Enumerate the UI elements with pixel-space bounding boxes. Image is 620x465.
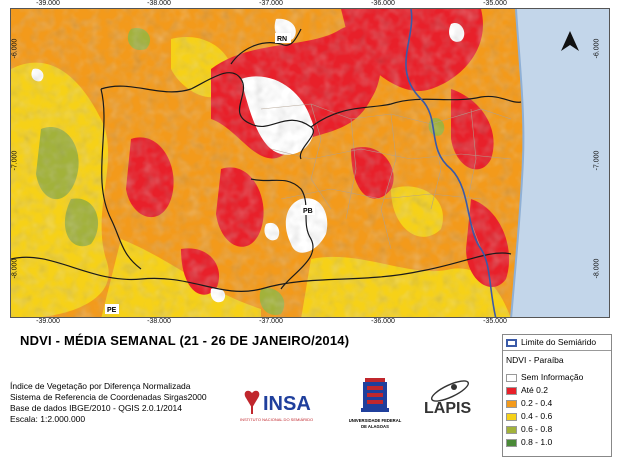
legend-item: Até 0.2 — [506, 385, 548, 396]
insa-logo: INSA INSTITUTO NACIONAL DO SEMIÁRIDO — [240, 384, 325, 424]
lapis-logo-text: LAPIS — [424, 400, 471, 417]
legend-swatch-semiarid — [506, 338, 517, 347]
state-boundaries — [11, 28, 522, 292]
state-label-bg — [301, 205, 315, 215]
lon-tick-top: -37.000 — [259, 0, 283, 7]
lat-tick-left: -7.000 — [11, 150, 19, 171]
lat-tick-left: -6.000 — [11, 38, 19, 59]
state-label-rn: RN — [277, 36, 287, 43]
lon-tick-top: -39.000 — [36, 0, 60, 7]
state-label-bg — [275, 33, 291, 43]
legend-layer-title: NDVI - Paraíba — [506, 355, 564, 365]
lat-tick-right: -8.000 — [593, 258, 601, 279]
legend-item: 0.8 - 1.0 — [506, 437, 552, 448]
ndvi-map[interactable]: RN PB PE -6.000 -7.000 -8.000 -6.000 -7.… — [10, 8, 610, 318]
lat-tick-left: -8.000 — [11, 258, 19, 279]
info-line: Índice de Vegetação por Diferença Normal… — [10, 381, 191, 391]
insa-logo-text: INSA — [263, 393, 311, 415]
state-label-pb: PB — [303, 208, 313, 215]
ufal-emblem-icon: UNIVERSIDADE FEDERAL DE ALAGOAS — [349, 378, 402, 429]
lapis-logo: LAPIS — [420, 377, 480, 417]
raster-texture — [11, 9, 531, 317]
coastline — [510, 9, 525, 317]
ndvi-raster: RN PB PE — [11, 9, 609, 317]
lon-tick-bottom: -36.000 — [371, 318, 395, 325]
legend-swatch — [506, 438, 517, 447]
map-info: Índice de Vegetação por Diferença Normal… — [10, 381, 207, 425]
legend-label: 0.2 - 0.4 — [521, 398, 553, 408]
lat-tick-right: -6.000 — [593, 38, 601, 59]
info-line: Escala: 1:2.000.000 — [10, 414, 86, 424]
state-label-pe: PE — [107, 307, 117, 314]
lon-tick-bottom: -39.000 — [36, 318, 60, 325]
legend-swatch — [506, 399, 517, 408]
ocean — [511, 9, 609, 317]
legend-item: 0.6 - 0.8 — [506, 424, 552, 435]
insa-logo-mark: INSA INSTITUTO NACIONAL DO SEMIÁRIDO — [240, 390, 313, 422]
legend-label: Sem Informação — [521, 372, 584, 382]
map-legend: Limite do Semiárido NDVI - Paraíba Sem I… — [502, 334, 612, 457]
ufal-name-line1: UNIVERSIDADE FEDERAL — [349, 418, 402, 423]
lon-tick-top: -38.000 — [147, 0, 171, 7]
legend-swatch — [506, 412, 517, 421]
ufal-name-line2: DE ALAGOAS — [361, 424, 389, 429]
lapis-satellite-icon: LAPIS — [424, 380, 471, 417]
legend-label: Até 0.2 — [521, 385, 548, 395]
legend-item: 0.4 - 0.6 — [506, 411, 552, 422]
insa-logo-subtitle: INSTITUTO NACIONAL DO SEMIÁRIDO — [240, 417, 313, 422]
lon-tick-bottom: -35.000 — [483, 318, 507, 325]
legend-divider — [503, 350, 611, 351]
map-title: NDVI - MÉDIA SEMANAL (21 - 26 DE JANEIRO… — [20, 333, 350, 348]
lon-tick-bottom: -38.000 — [147, 318, 171, 325]
info-line: Sistema de Referencia de Coordenadas Sir… — [10, 392, 207, 402]
ufal-logo: UNIVERSIDADE FEDERAL DE ALAGOAS — [345, 376, 405, 434]
legend-swatch — [506, 425, 517, 434]
info-line: Base de dados IBGE/2010 - QGIS 2.0.1/201… — [10, 403, 183, 413]
lat-tick-right: -7.000 — [593, 150, 601, 171]
semiarid-limit — [405, 9, 497, 317]
legend-swatch — [506, 373, 517, 382]
legend-label: 0.6 - 0.8 — [521, 424, 553, 434]
municipal-boundaries — [260, 103, 512, 250]
legend-label: 0.8 - 1.0 — [521, 437, 553, 447]
lon-tick-top: -35.000 — [483, 0, 507, 7]
legend-label: 0.4 - 0.6 — [521, 411, 553, 421]
legend-swatch — [506, 386, 517, 395]
legend-item: Sem Informação — [506, 372, 583, 383]
legend-item: 0.2 - 0.4 — [506, 398, 552, 409]
state-label-bg — [105, 304, 119, 314]
legend-label: Limite do Semiárido — [521, 337, 597, 347]
north-arrow-icon — [561, 31, 579, 51]
lon-tick-bottom: -37.000 — [259, 318, 283, 325]
lon-tick-top: -36.000 — [371, 0, 395, 7]
legend-semiarid-row: Limite do Semiárido — [506, 337, 596, 348]
